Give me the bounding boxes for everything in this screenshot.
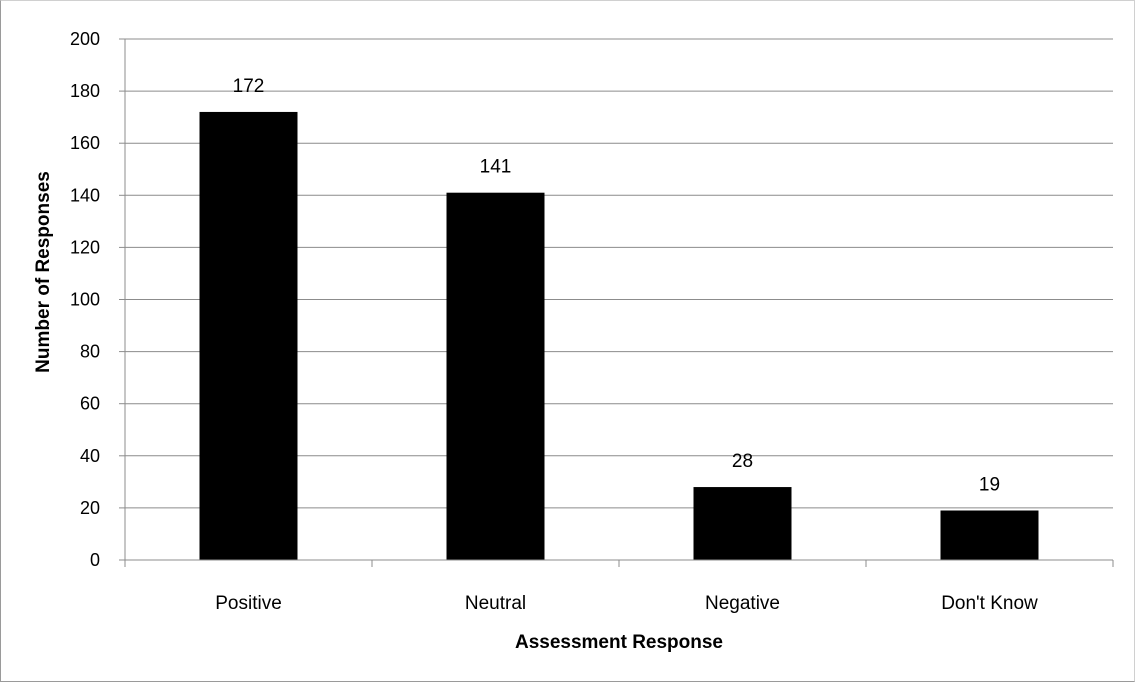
data-label: 28 (732, 451, 753, 472)
y-tick-label: 120 (70, 237, 100, 257)
y-tick-label: 140 (70, 185, 100, 205)
data-label: 172 (233, 76, 265, 97)
bar-neutral (446, 192, 545, 560)
bars (199, 111, 1039, 560)
axes (119, 38, 1114, 567)
y-tick-label: 100 (70, 290, 100, 310)
x-tick-label: Positive (215, 593, 282, 614)
data-label: 19 (979, 475, 1000, 496)
data-label: 141 (480, 157, 512, 178)
bar-positive (199, 111, 298, 560)
x-tick-label: Negative (705, 593, 780, 614)
x-tick-label: Don't Know (941, 593, 1038, 614)
x-axis-title: Assessment Response (515, 632, 723, 653)
x-tick-label: Neutral (465, 593, 526, 614)
y-tick-label: 200 (70, 29, 100, 49)
y-tick-label: 20 (80, 498, 100, 518)
y-tick-label: 60 (80, 394, 100, 414)
bar-don-t-know (940, 510, 1039, 560)
y-tick-label: 160 (70, 133, 100, 153)
y-axis-title: Number of Responses (33, 171, 54, 373)
y-tick-label: 80 (80, 342, 100, 362)
y-tick-label: 40 (80, 446, 100, 466)
bar-negative (693, 487, 792, 560)
y-tick-label: 0 (90, 550, 100, 570)
y-tick-label: 180 (70, 81, 100, 101)
labels: 0 20 40 60 80 100 120 140 160 180 200 172 Positive 14… (70, 29, 1038, 614)
